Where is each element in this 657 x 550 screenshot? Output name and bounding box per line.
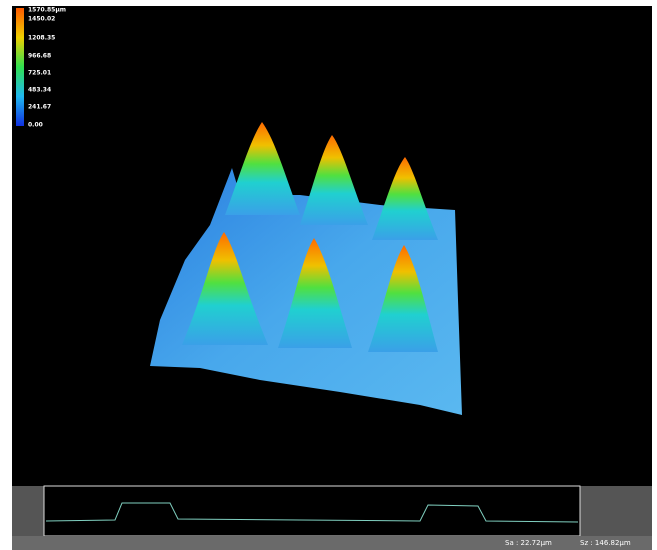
viewer: 1570.85μm 1450.02 1208.35 966.68 725.01 …	[0, 0, 657, 550]
sz-value: Sz : 146.82μm	[580, 539, 631, 547]
profile-view	[44, 486, 580, 536]
colorbar-label: 483.34	[28, 87, 51, 94]
colorbar-label: 0.00	[28, 122, 43, 129]
colorbar-label: 1208.35	[28, 35, 55, 42]
sa-value: Sa : 22.72μm	[505, 539, 552, 547]
colorbar-label: 1450.02	[28, 16, 55, 23]
colorbar-label: 725.01	[28, 70, 51, 77]
status-bar	[12, 536, 652, 550]
colorbar-label: 966.68	[28, 53, 51, 60]
colorbar-label: 241.67	[28, 104, 51, 111]
colorbar	[16, 8, 24, 126]
colorbar-label: 1570.85μm	[28, 7, 66, 14]
